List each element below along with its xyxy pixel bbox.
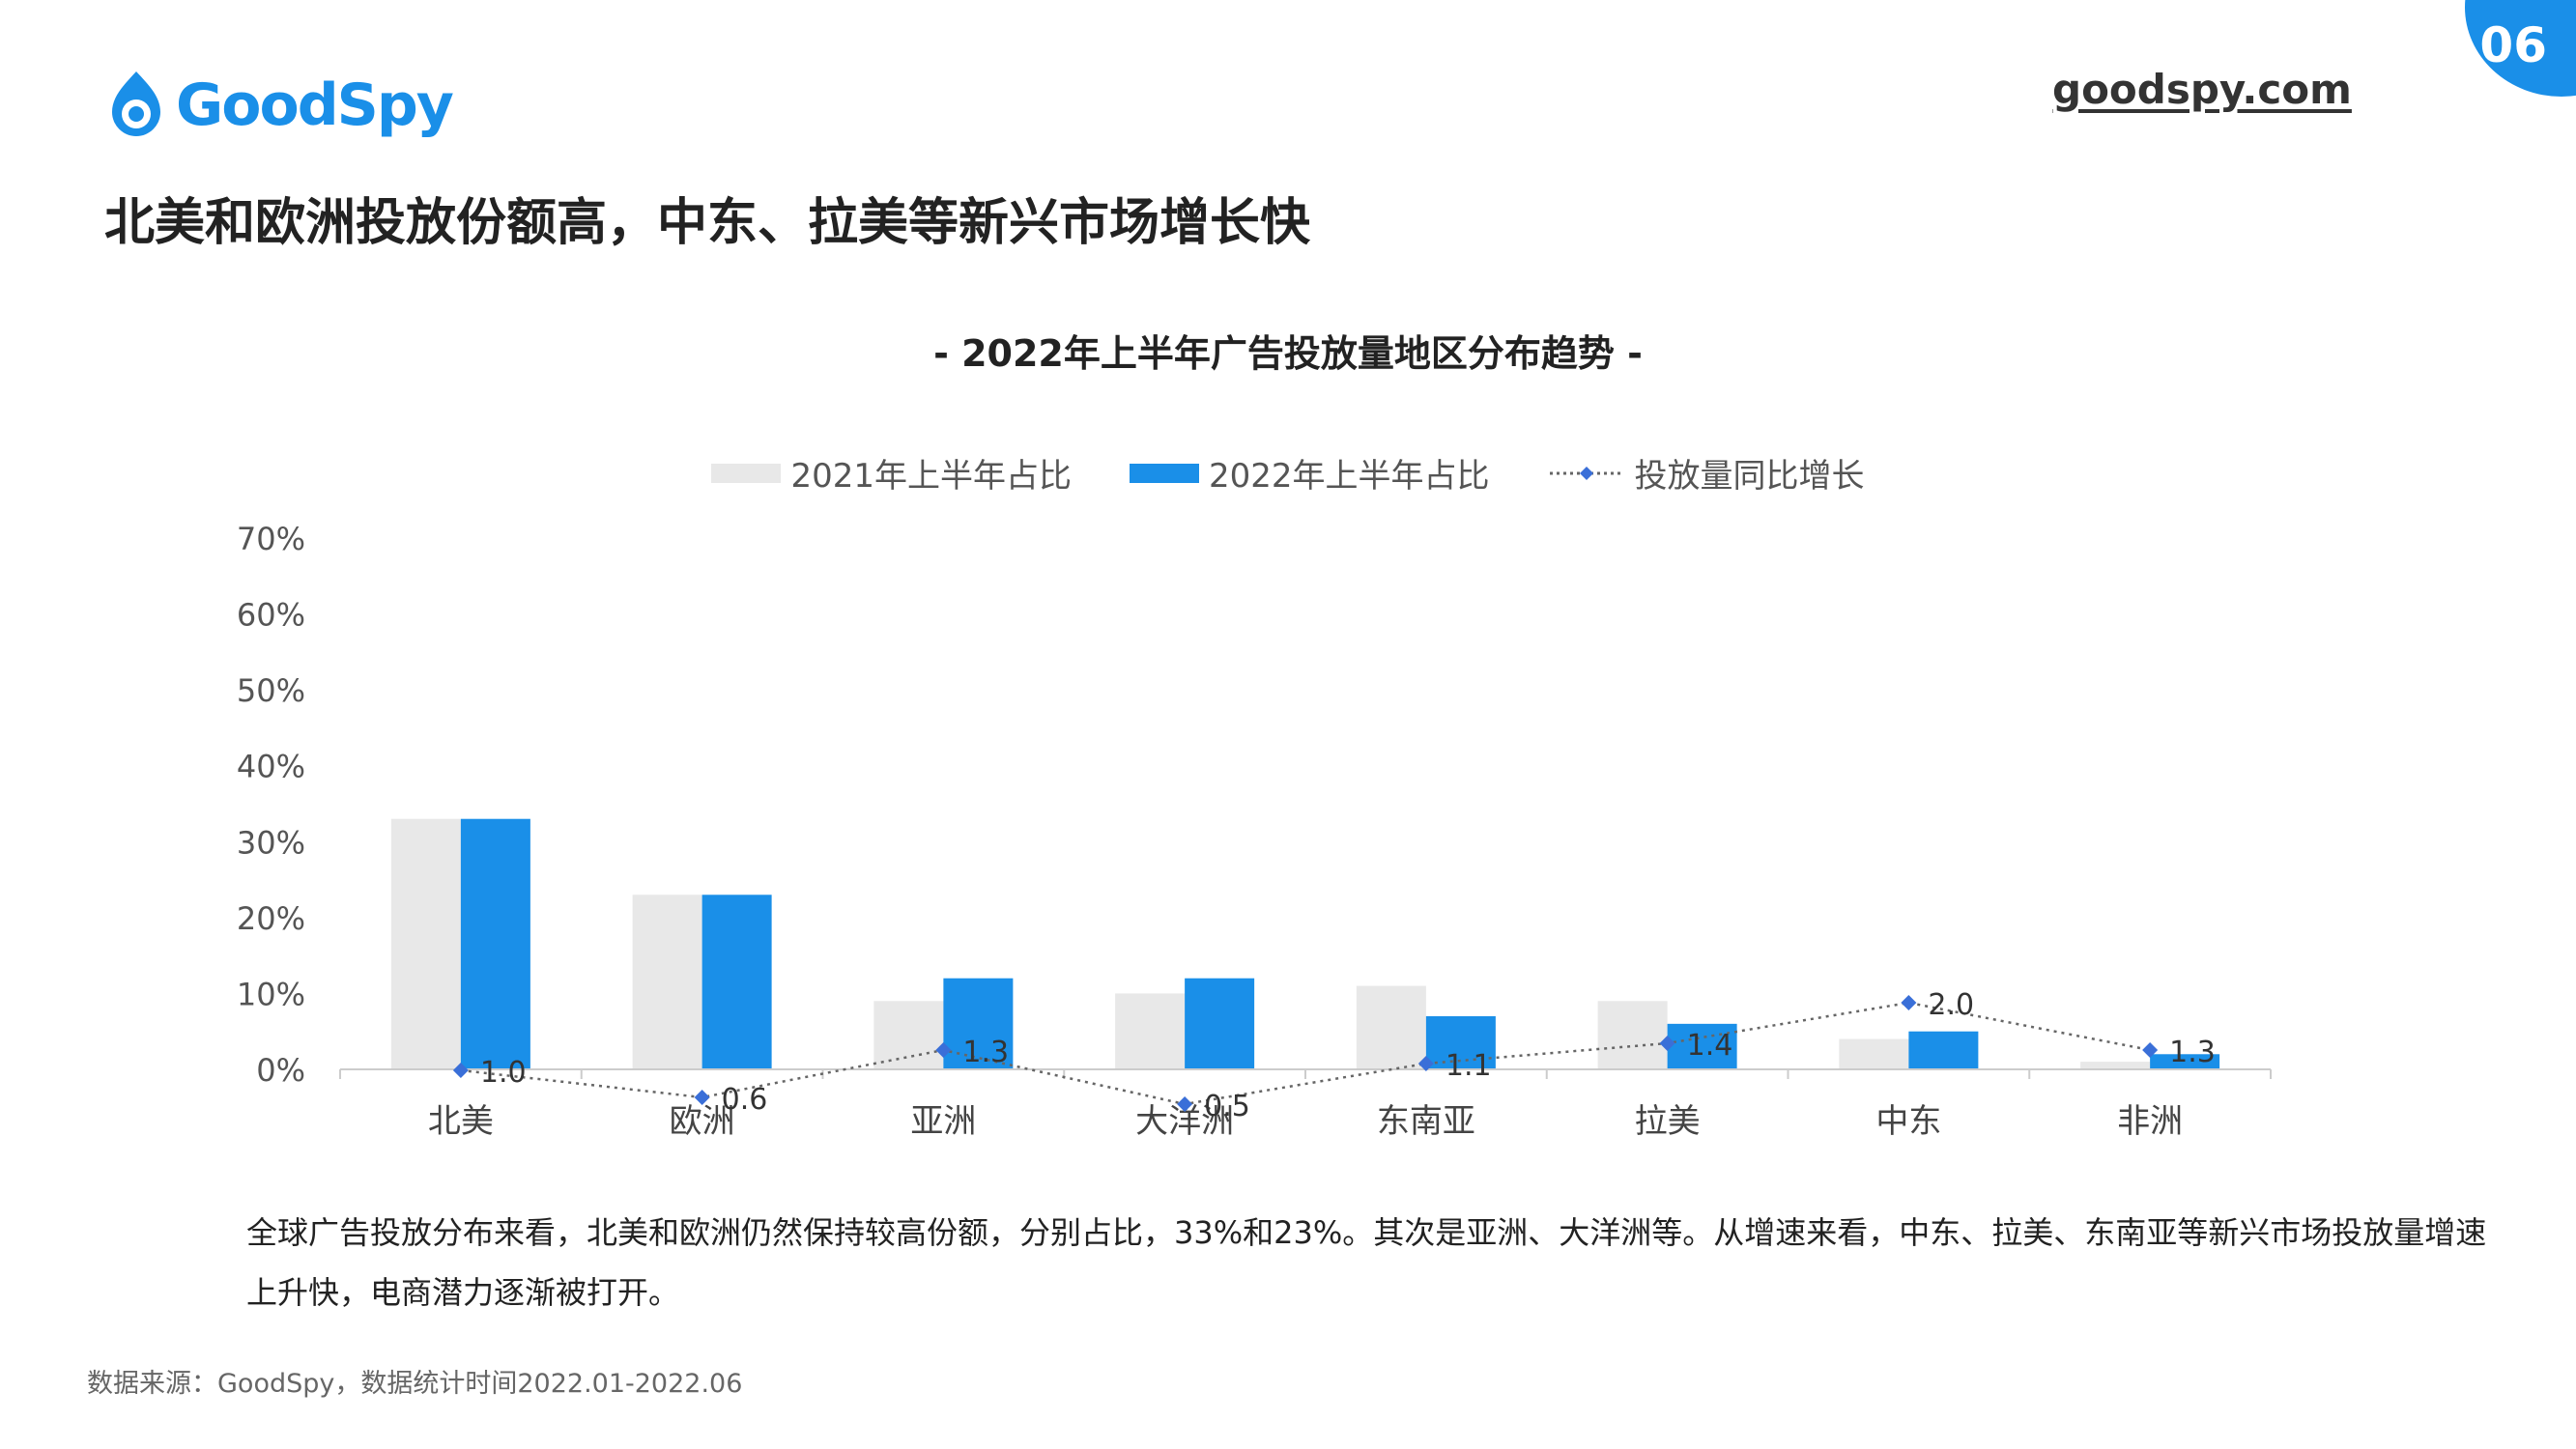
data-source-note: 数据来源：GoodSpy，数据统计时间2022.01-2022.06 [87,1369,743,1399]
y-tick-label: 50% [237,672,305,709]
legend-swatch-2022 [1130,463,1199,483]
x-tick-label: 北美 [428,1102,494,1141]
bar-2022 [1908,1031,1979,1069]
growth-data-label: 0.5 [1204,1090,1250,1123]
bar-2022 [701,895,772,1069]
x-tick-label: 欧洲 [670,1102,735,1141]
bar-2021 [1597,1001,1668,1069]
growth-data-label: 1.1 [1445,1049,1492,1083]
bar-2021 [1839,1038,1909,1069]
page-number: 06 [2479,17,2547,73]
x-tick-label: 拉美 [1635,1102,1701,1141]
page-title: 北美和欧洲投放份额高，中东、拉美等新兴市场增长快 [104,194,1311,252]
goodspy-logo: GoodSpy [104,68,454,143]
growth-point [935,1042,952,1058]
bar-line-chart: 0%10%20%30%40%50%60%70%北美 欧洲 亚洲 大洋洲 东南亚 拉美 中东非… [237,521,2272,1141]
legend-item-2022: 2022年上半年占比 [1130,449,1490,497]
legend-label-2021: 2021年上半年占比 [790,457,1072,496]
y-tick-label: 10% [237,976,305,1012]
bar-2022 [1667,1023,1737,1069]
logo-text: GoodSpy [176,71,454,139]
bar-2021 [1356,985,1426,1069]
growth-point [694,1090,710,1105]
growth-point [2142,1042,2159,1058]
growth-data-label: 1.3 [962,1036,1009,1069]
logo-icon [112,71,160,136]
growth-data-label: 2.0 [1928,988,1974,1022]
bar-2022 [1425,1016,1496,1069]
legend-item-2021: 2021年上半年占比 [711,449,1072,497]
legend-swatch-growth [1549,466,1623,480]
growth-data-label: 1.4 [1687,1029,1733,1063]
y-tick-label: 40% [237,749,305,785]
chart-legend: 2021年上半年占比 2022年上半年占比 投放量同比增长 [0,449,2576,497]
x-tick-label: 东南亚 [1377,1102,1475,1141]
x-tick-label: 非洲 [2117,1102,2183,1141]
x-tick-label: 亚洲 [910,1102,976,1141]
bar-2022 [460,818,530,1069]
growth-point [452,1063,469,1078]
y-tick-label: 70% [237,521,305,557]
bar-2022 [1185,978,1255,1069]
legend-item-growth: 投放量同比增长 [1548,449,1865,497]
chart-title: - 2022年上半年广告投放量地区分布趋势 - [933,332,1643,375]
bar-2021 [390,818,461,1069]
bar-2021 [632,895,702,1069]
y-tick-label: 60% [237,597,305,634]
site-link[interactable]: goodspy.com [2052,66,2352,113]
legend-label-2022: 2022年上半年占比 [1209,457,1490,496]
description-text: 全球广告投放分布来看，北美和欧洲仍然保持较高份额，分别占比，33%和23%。其次… [246,1214,2487,1311]
growth-data-label: 1.3 [2169,1036,2216,1069]
growth-data-label: 0.6 [722,1083,768,1117]
bar-2021 [873,1001,944,1069]
legend-swatch-2021 [711,463,782,483]
x-tick-label: 中东 [1875,1102,1941,1141]
growth-point [1659,1036,1675,1051]
bar-2021 [1115,993,1186,1069]
growth-point [1901,995,1917,1010]
bar-2022 [943,978,1014,1069]
growth-point [1177,1096,1193,1112]
bar-2021 [2080,1062,2151,1069]
y-tick-label: 0% [256,1052,305,1089]
legend-label-growth: 投放量同比增长 [1634,457,1865,496]
y-tick-label: 30% [237,824,305,861]
y-tick-label: 20% [237,900,305,937]
growth-data-label: 1.0 [480,1056,527,1090]
growth-point [1417,1056,1434,1071]
bar-2022 [2150,1054,2220,1069]
growth-line [460,1001,2151,1106]
